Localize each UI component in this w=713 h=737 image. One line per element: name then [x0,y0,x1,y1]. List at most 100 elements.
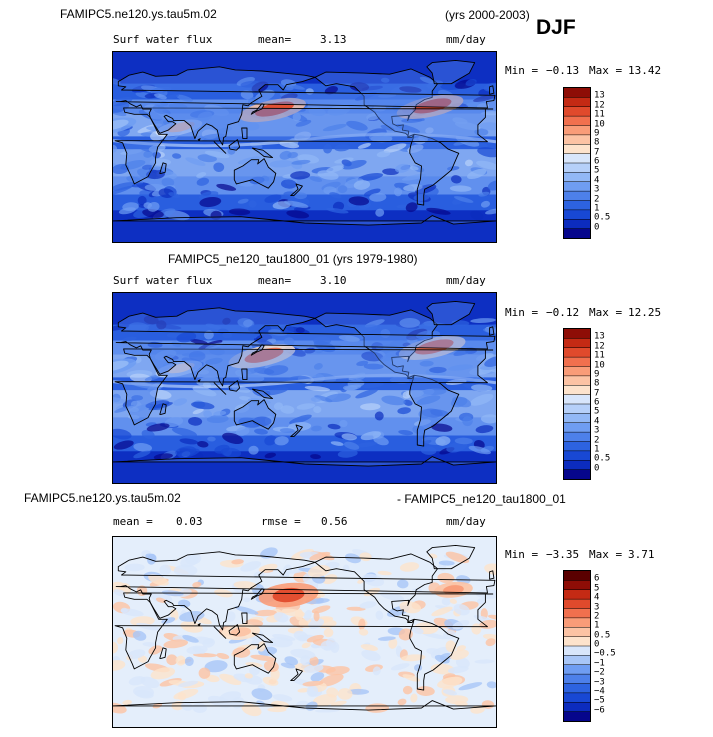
coastline [197,623,201,627]
itcz-band [113,132,496,148]
colorbar-tick-label: 13 [594,331,605,342]
panel2-map [112,292,497,484]
map-0-svg [113,52,496,242]
texture-patch [144,375,161,381]
texture-patch [250,654,276,662]
texture-patch [273,612,289,623]
texture-patch [113,396,126,404]
texture-patch [302,680,324,687]
region-core [113,360,129,372]
colorbar-tick-label: 5 [594,165,600,176]
texture-patch [290,648,316,659]
texture-patch [346,120,368,131]
coastline [113,215,496,226]
texture-patch [450,175,462,184]
texture-patch [143,315,159,325]
colorbar-tick-label: 3 [594,425,600,436]
texture-patch [188,351,206,362]
coastline [409,374,460,447]
texture-patch [330,641,340,653]
texture-patch [173,398,187,406]
colorbar-swatch [564,627,590,638]
texture-patch [249,666,260,676]
texture-patch [290,171,311,180]
panel1-max-value: 13.42 [628,64,662,77]
texture-patch [182,635,199,643]
texture-patch [382,168,400,176]
texture-patch [474,659,495,664]
texture-patch [375,208,385,217]
texture-patch [283,200,309,208]
texture-patch [447,364,474,371]
texture-patch [192,646,206,654]
panel1-min-value: −0.13 [546,64,580,77]
texture-patch [399,562,420,572]
texture-patch [354,91,377,101]
region-core [412,98,452,114]
texture-patch [414,419,431,427]
colorbar-swatch [564,683,590,694]
texture-patch [357,143,371,149]
coastline [251,147,274,159]
texture-patch [113,660,126,671]
colorbar-2-svg [564,571,590,721]
texture-patch [163,639,188,649]
texture-patch [205,357,223,365]
panel2-variable: Surf water flux [113,274,213,287]
texture-patch [243,319,253,327]
texture-patch [269,160,294,168]
colorbar-swatch [564,469,590,479]
texture-patch [292,112,301,122]
texture-patch [479,365,496,371]
texture-patch [171,427,198,437]
texture-patch [377,636,396,641]
colorbar-swatch [564,450,590,461]
region-core [167,121,195,133]
texture-patch [164,416,184,428]
texture-patch [476,598,486,605]
colorbar-tick-label: 11 [594,350,605,361]
texture-patch [219,673,242,685]
texture-patch [456,645,466,652]
coastline [290,424,303,438]
panel1-min-label: Min = [505,64,539,77]
colorbar-0-svg [564,88,590,238]
coastline [241,612,248,625]
texture-patch [337,185,348,194]
texture-patch [380,125,395,131]
texture-patch [453,196,474,203]
texture-patch [251,688,273,701]
texture-patch [113,144,118,153]
texture-patch [120,608,144,617]
texture-patch [354,442,378,448]
texture-patch [153,453,173,460]
texture-patch [248,200,257,208]
texture-patch [238,417,261,428]
texture-patch [407,144,424,153]
colorbar-swatch [564,209,590,220]
texture-patch [479,122,496,131]
colorbar-swatch [564,106,590,117]
texture-patch [176,332,197,343]
colorbar-tick-label: 6 [594,397,600,408]
colorbar-swatch [564,692,590,703]
texture-patch [363,363,384,370]
coastline [426,300,476,326]
texture-patch [155,597,167,603]
texture-patch [272,694,293,702]
coastline [409,133,460,206]
texture-patch [262,676,279,686]
texture-patch [193,652,218,658]
colorbar-swatch [564,674,590,684]
texture-patch [313,363,323,370]
texture-patch [357,579,364,584]
texture-patch [180,702,193,711]
texture-patch [203,410,212,418]
texture-patch [380,328,391,339]
texture-patch [306,685,319,697]
colorbar-tick-label: 0.5 [594,453,611,464]
texture-patch [450,397,468,408]
texture-patch [222,332,233,339]
texture-patch [279,325,295,334]
texture-patch [410,693,418,703]
